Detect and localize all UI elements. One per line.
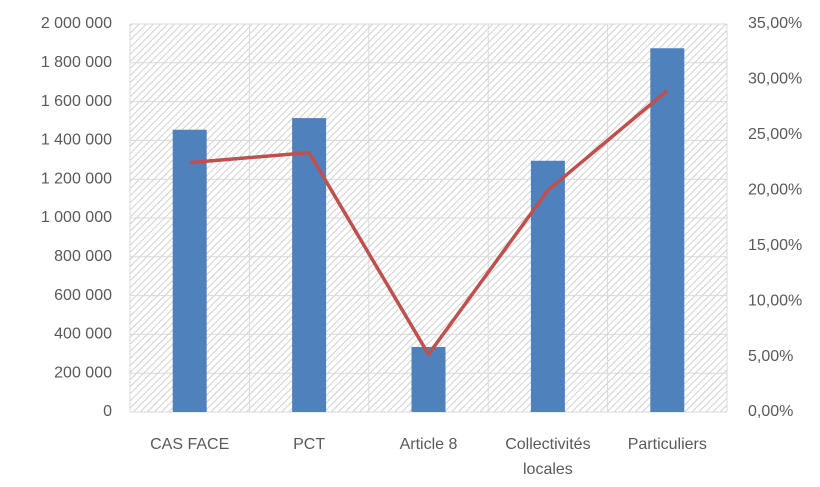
bar [530,160,565,412]
y-tick-label: 1 600 000 [41,93,112,110]
y2-tick-label: 30,00% [748,71,802,88]
x-tick-label: Particuliers [628,436,707,453]
y2-tick-label: 20,00% [748,182,802,199]
bar [650,48,685,412]
line [189,89,669,357]
x-tick-label: Collectivités locales [505,436,590,478]
bar [172,129,207,413]
bar [411,347,446,412]
y-tick-label: 1 400 000 [41,132,112,149]
y-tick-label: 200 000 [54,364,112,381]
x-tick-label: CAS FACE [150,436,229,453]
y2-tick-label: 25,00% [748,126,802,143]
y2-tick-label: 15,00% [748,237,802,254]
y-tick-label: 0 [103,403,112,420]
x-tick-label: Article 8 [400,436,458,453]
y-tick-label: 600 000 [54,287,112,304]
y-tick-label: 1 000 000 [41,209,112,226]
y-tick-label: 400 000 [54,326,112,343]
y2-tick-label: 10,00% [748,292,802,309]
y-tick-label: 1 800 000 [41,54,112,71]
bar [292,118,327,412]
y-tick-label: 1 200 000 [41,170,112,187]
y-tick-label: 800 000 [54,248,112,265]
y2-tick-label: 35,00% [748,15,802,32]
y2-tick-label: 0,00% [748,403,793,420]
x-tick-label: PCT [293,436,325,453]
y-tick-label: 2 000 000 [41,15,112,32]
y2-tick-label: 5,00% [748,348,793,365]
